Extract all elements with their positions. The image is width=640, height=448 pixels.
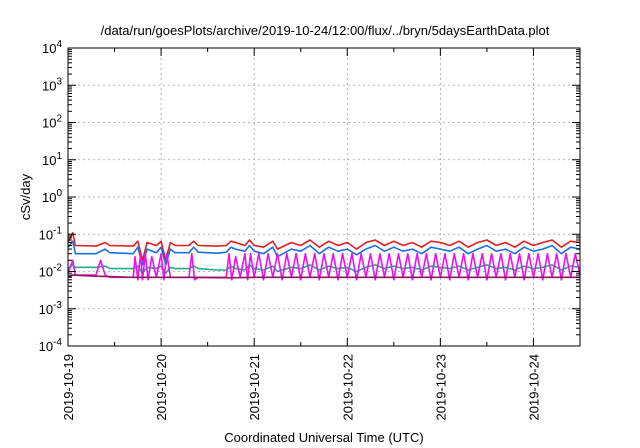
x-tick-label: 2019-10-21 xyxy=(247,354,262,421)
x-tick-label: 2019-10-19 xyxy=(61,354,76,421)
y-tick-label: 10-2 xyxy=(39,263,63,280)
y-tick-label: 103 xyxy=(42,76,62,93)
series-layer xyxy=(67,231,581,281)
series-line-2 xyxy=(67,240,581,266)
y-tick-labels: 10-4 10-3 10-2 10-1 100 101 102 103 104 xyxy=(39,39,63,354)
y-tick-label: 10-3 xyxy=(39,300,63,317)
x-tick-label: 2019-10-23 xyxy=(433,354,448,421)
x-tick-labels: 2019-10-19 2019-10-20 2019-10-21 2019-10-22… xyxy=(61,354,541,421)
series-line-5 xyxy=(67,274,580,279)
y-tick-label: 100 xyxy=(42,188,62,205)
y-axis-label: cSv/day xyxy=(18,173,33,220)
series-line-1 xyxy=(67,231,581,262)
grid xyxy=(68,48,580,346)
y-tick-label: 10-4 xyxy=(39,337,63,354)
ticks xyxy=(67,47,580,347)
y-tick-label: 104 xyxy=(42,39,62,56)
y-tick-label: 101 xyxy=(42,151,62,168)
x-tick-label: 2019-10-24 xyxy=(526,354,541,421)
x-tick-label: 2019-10-20 xyxy=(154,354,169,421)
x-axis-label: Coordinated Universal Time (UTC) xyxy=(224,430,423,445)
y-tick-label: 102 xyxy=(42,114,62,131)
x-tick-label: 2019-10-22 xyxy=(340,354,355,421)
chart-title: /data/run/goesPlots/archive/2019-10-24/1… xyxy=(101,23,550,38)
y-tick-label: 10-1 xyxy=(39,225,63,242)
series-line-4 xyxy=(67,252,581,281)
